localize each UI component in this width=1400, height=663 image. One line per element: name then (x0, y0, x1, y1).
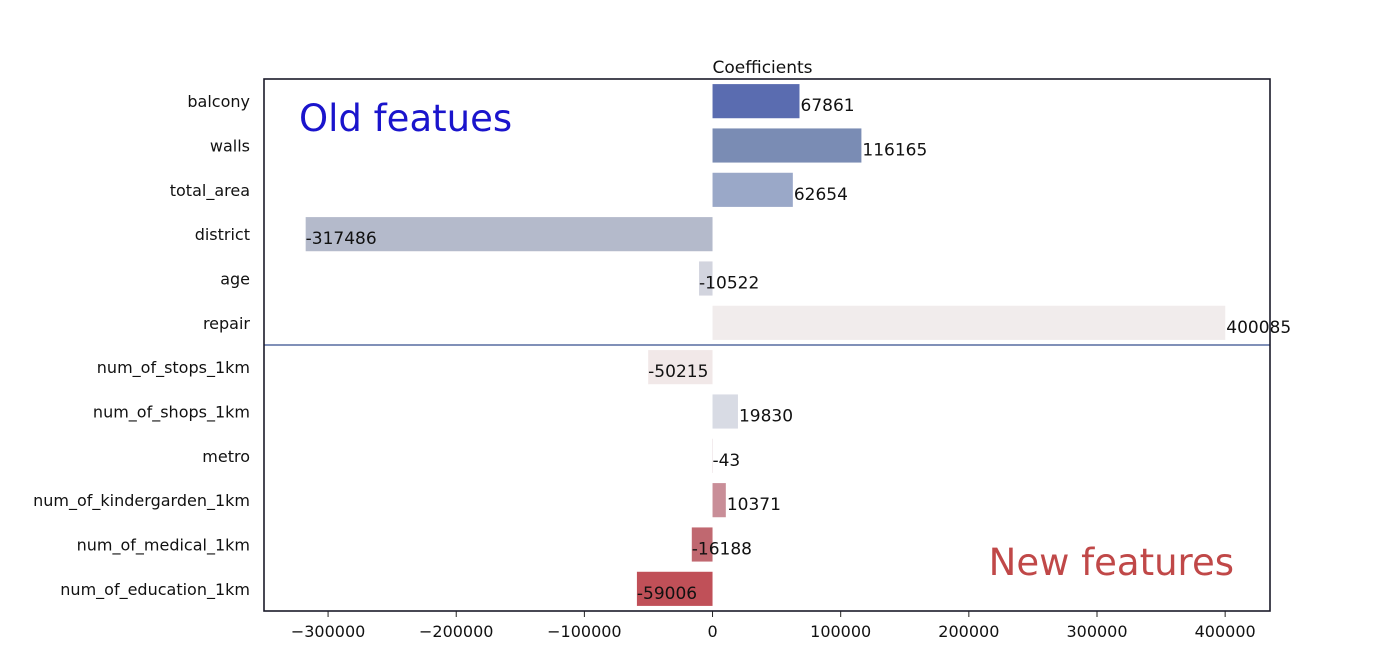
category-label-num_of_kindergarden_1km: num_of_kindergarden_1km (33, 491, 250, 511)
bar-repair (712, 305, 1226, 340)
x-tick-label: 400000 (1195, 622, 1256, 641)
bar-district (305, 217, 713, 252)
old-features-annotation: Old featues (299, 97, 512, 140)
bars-layer (305, 84, 1226, 606)
category-label-num_of_shops_1km: num_of_shops_1km (93, 403, 250, 423)
chart-title: Coefficients (713, 58, 813, 78)
value-label-balcony: 67861 (801, 96, 855, 116)
value-label-age: -10522 (699, 274, 759, 294)
value-label-num_of_medical_1km: -16188 (692, 540, 752, 560)
category-label-walls: walls (210, 137, 250, 156)
bar-num_of_education_1km (636, 571, 713, 606)
x-tick-label: 100000 (810, 622, 871, 641)
category-label-district: district (195, 225, 250, 244)
bar-num_of_medical_1km (691, 527, 713, 562)
value-label-num_of_education_1km: -59006 (637, 584, 697, 604)
new-features-annotation: New features (989, 541, 1234, 584)
value-label-repair: 400085 (1226, 318, 1291, 338)
bar-age (699, 261, 713, 296)
x-tick-label: −200000 (419, 622, 493, 641)
category-label-metro: metro (202, 447, 250, 466)
plot-frame (263, 78, 1271, 612)
value-label-walls: 116165 (862, 141, 927, 161)
x-axis-ticks: −300000 −200000 −100000 0 100000 200000 300000… (291, 611, 1256, 641)
x-tick-label: 300000 (1066, 622, 1127, 641)
value-label-num_of_shops_1km: 19830 (739, 407, 793, 427)
category-label-age: age (220, 270, 250, 289)
x-tick-label: 0 (707, 622, 717, 641)
value-labels: 67861 116165 62654 -317486 -10522 400085 -5021… (306, 96, 1291, 604)
x-tick-label: 200000 (938, 622, 999, 641)
bar-num_of_shops_1km (712, 394, 738, 429)
category-label-num_of_medical_1km: num_of_medical_1km (77, 536, 250, 556)
x-tick-label: −100000 (547, 622, 621, 641)
value-label-district: -317486 (306, 229, 377, 249)
bar-metro (712, 438, 713, 473)
value-label-total_area: 62654 (794, 185, 848, 205)
bar-num_of_stops_1km (648, 350, 713, 385)
category-label-total_area: total_area (170, 181, 250, 201)
category-label-repair: repair (203, 314, 250, 333)
category-label-num_of_education_1km: num_of_education_1km (60, 580, 250, 600)
category-label-num_of_stops_1km: num_of_stops_1km (97, 358, 250, 378)
value-label-metro: -43 (712, 451, 740, 471)
bar-balcony (712, 84, 800, 119)
category-label-balcony: balcony (187, 92, 250, 111)
category-labels: balcony walls total_area district age repair n… (33, 92, 250, 600)
bar-walls (712, 128, 862, 163)
bar-num_of_kindergarden_1km (712, 483, 726, 518)
value-label-num_of_stops_1km: -50215 (648, 362, 708, 382)
bar-total_area (712, 172, 793, 207)
x-tick-label: −300000 (291, 622, 365, 641)
value-label-num_of_kindergarden_1km: 10371 (727, 495, 781, 515)
